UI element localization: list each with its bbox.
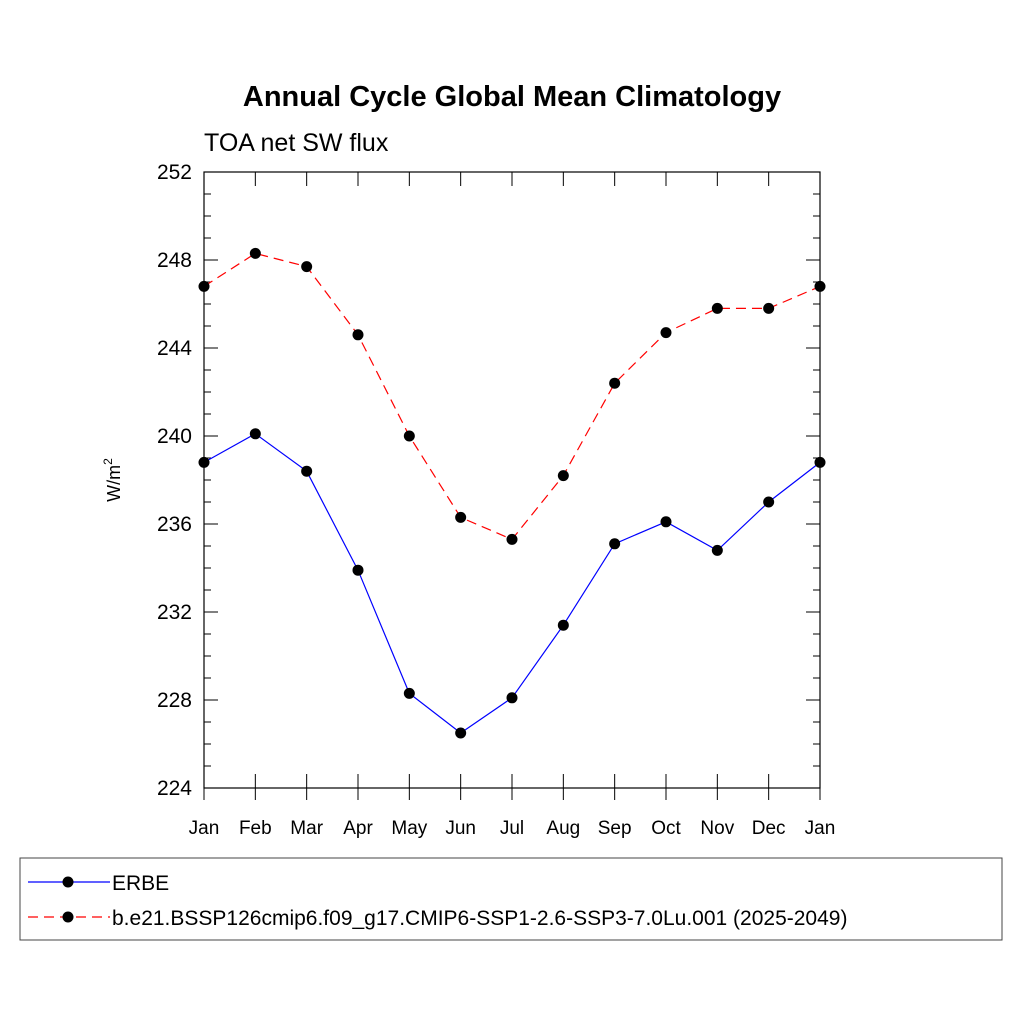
data-point [609, 377, 621, 389]
chart-subtitle: TOA net SW flux [204, 129, 389, 157]
y-tick-label: 228 [157, 689, 192, 712]
data-point [763, 302, 775, 314]
data-point [660, 327, 672, 339]
x-tick-label: Feb [239, 818, 272, 839]
data-point [455, 727, 467, 739]
x-tick-label: Sep [598, 818, 632, 839]
data-point [301, 261, 313, 273]
x-tick-label: Aug [546, 818, 580, 839]
x-tick-label: Jun [445, 818, 476, 839]
data-point [403, 430, 415, 442]
series-1 [198, 428, 826, 739]
legend-marker [62, 911, 74, 923]
data-point [711, 544, 723, 556]
plot-frame [203, 171, 821, 789]
y-tick-label: 248 [157, 249, 192, 272]
data-point [609, 538, 621, 550]
legend-frame [19, 857, 1003, 941]
data-point [506, 533, 518, 545]
data-point [711, 302, 723, 314]
y-tick-label: 236 [157, 513, 192, 536]
legend-item: ERBE [28, 872, 169, 895]
x-tick-label: Jul [500, 818, 524, 839]
data-point [301, 465, 313, 477]
data-point [352, 329, 364, 341]
axis-tick-labels: 224 228 232 236 240 244 248 252 Jan Feb Mar Apr May J… [157, 161, 835, 839]
data-point [455, 511, 467, 523]
series-line [203, 433, 821, 734]
series-2 [198, 247, 826, 545]
data-point [403, 687, 415, 699]
x-tick-label: Nov [700, 818, 734, 839]
y-axis-label-superscript: 2 [101, 458, 115, 465]
x-tick-label: Mar [290, 818, 323, 839]
y-tick-label: 252 [157, 161, 192, 184]
legend-item: b.e21.BSSP126cmip6.f09_g17.CMIP6-SSP1-2.… [28, 907, 847, 930]
series-layer [198, 247, 826, 739]
data-point [557, 619, 569, 631]
legend-items: ERBE b.e21.BSSP126cmip6.f09_g17.CMIP6-SSP… [28, 872, 847, 930]
y-axis-label: W/m2 [101, 458, 124, 502]
y-tick-label: 240 [157, 425, 192, 448]
y-tick-label: 224 [157, 777, 192, 800]
data-point [249, 428, 261, 440]
data-point [352, 564, 364, 576]
chart-title: Annual Cycle Global Mean Climatology [243, 81, 781, 113]
x-tick-label: Apr [343, 818, 373, 839]
series-line [203, 252, 821, 541]
axis-ticks [203, 171, 821, 800]
legend: ERBE b.e21.BSSP126cmip6.f09_g17.CMIP6-SSP… [19, 857, 1003, 941]
x-tick-label: May [391, 818, 427, 839]
data-point [763, 496, 775, 508]
y-tick-label: 244 [157, 337, 192, 360]
y-axis-label-text: W/m [104, 465, 124, 502]
x-tick-label: Dec [752, 818, 786, 839]
data-point [660, 516, 672, 528]
legend-label: b.e21.BSSP126cmip6.f09_g17.CMIP6-SSP1-2.… [112, 907, 847, 930]
x-tick-label: Oct [651, 818, 681, 839]
legend-label: ERBE [112, 872, 169, 895]
data-point [557, 470, 569, 482]
data-point [506, 692, 518, 704]
svg-text:W/m2: W/m2 [101, 458, 124, 502]
x-tick-label: Jan [805, 818, 836, 839]
legend-marker [62, 876, 74, 888]
y-tick-label: 232 [157, 601, 192, 624]
data-point [249, 247, 261, 259]
x-tick-label: Jan [189, 818, 220, 839]
